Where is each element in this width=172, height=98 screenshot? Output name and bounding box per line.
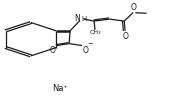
Text: O: O — [131, 3, 137, 12]
Text: N: N — [75, 14, 80, 23]
Text: Na⁺: Na⁺ — [52, 84, 68, 93]
Text: O: O — [50, 46, 55, 55]
Text: O: O — [82, 46, 88, 55]
Text: O: O — [122, 32, 128, 41]
Text: −: − — [87, 41, 93, 47]
Text: H: H — [81, 16, 87, 22]
Text: CH₃: CH₃ — [89, 30, 101, 35]
